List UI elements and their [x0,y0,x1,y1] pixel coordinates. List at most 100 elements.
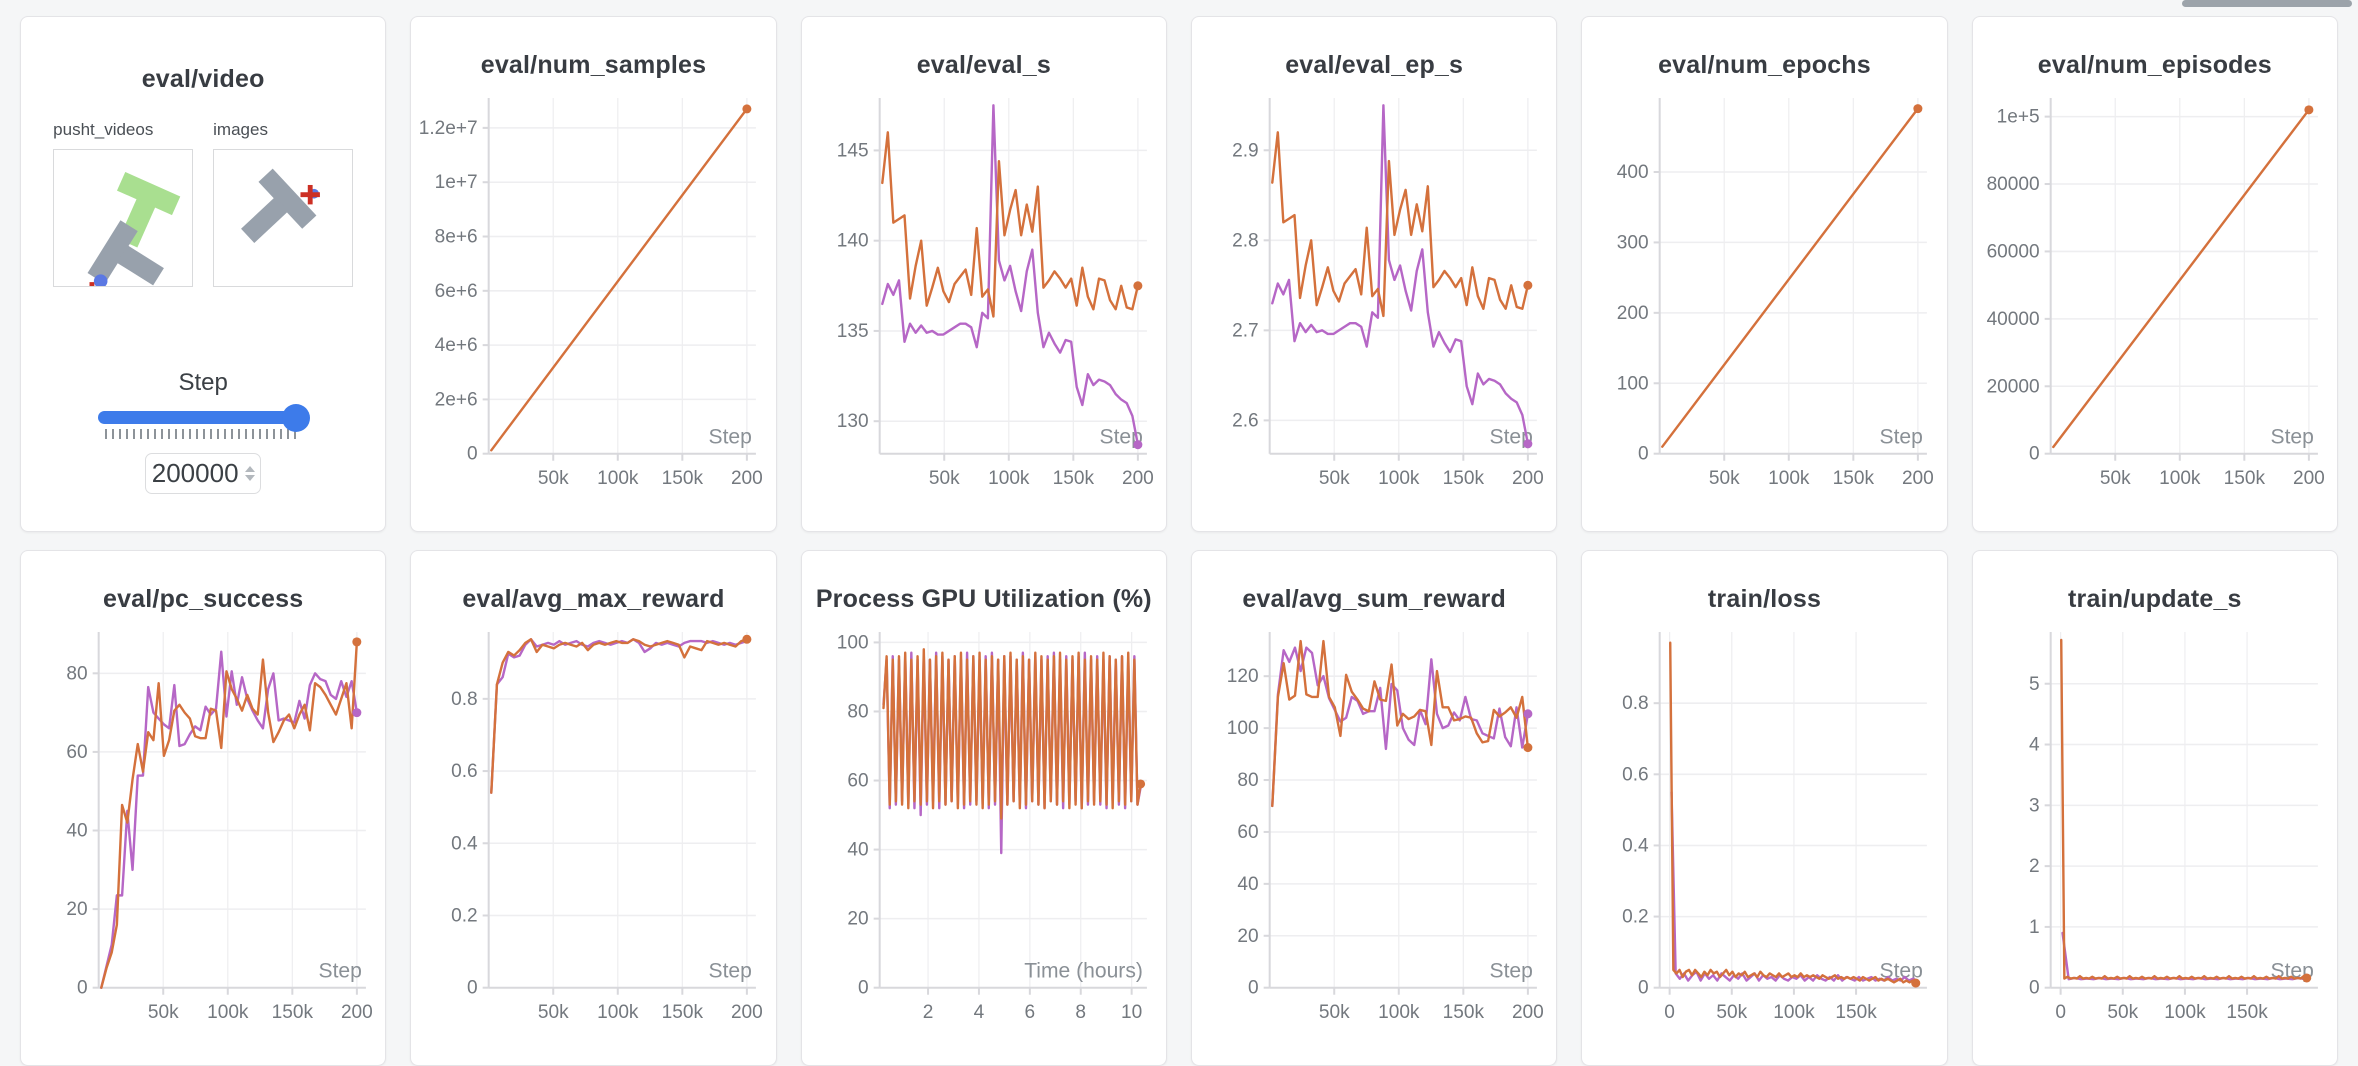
spinner-arrows-icon[interactable] [244,466,255,481]
svg-text:Step: Step [1880,960,1923,983]
svg-text:150k: 150k [1443,468,1485,489]
svg-text:80: 80 [1237,770,1258,791]
svg-text:2e+6: 2e+6 [435,389,478,410]
media-label: pusht_videos [53,120,154,139]
svg-text:200: 200 [731,468,763,489]
svg-text:Step: Step [319,960,362,983]
svg-text:50k: 50k [1717,1002,1748,1023]
svg-text:200: 200 [1122,468,1154,489]
svg-text:120: 120 [1227,666,1259,687]
panel-train-update-s: train/update_s 0 1 2 3 4 5 0 50k 100k 150k Step [1971,550,2338,1066]
svg-text:50k: 50k [538,468,569,489]
svg-text:60000: 60000 [1986,241,2039,262]
svg-text:20000: 20000 [1986,376,2039,397]
svg-text:0.8: 0.8 [1622,693,1649,714]
chart-title: train/update_s [2067,585,2242,613]
svg-text:400: 400 [1617,162,1649,183]
svg-text:40: 40 [66,821,87,842]
svg-text:50k: 50k [2107,1002,2138,1023]
chart-title: train/loss [1707,585,1822,613]
panel-eval-num-epochs: eval/num_epochs 0 100 200 300 400 50k 100k 150k… [1581,16,1948,532]
svg-text:Step: Step [1099,426,1142,449]
step-slider-handle[interactable] [282,403,311,432]
num-samples-chart[interactable]: 0 2e+6 4e+6 6e+6 8e+6 1e+7 1.2e+7 50k 100k 150k 20… [411,86,775,518]
svg-text:1e+5: 1e+5 [1996,107,2039,128]
svg-text:150k: 150k [662,1002,704,1023]
pusht-scene-image-2 [241,168,321,243]
svg-text:0.8: 0.8 [451,689,478,710]
step-slider-track[interactable] [98,403,311,432]
video-thumbnail-pusht[interactable] [53,149,194,287]
pc-success-chart[interactable]: 0 20 40 60 80 50k 100k 150k 200 Step [21,620,385,1052]
svg-text:1: 1 [2029,917,2040,938]
chart-title: eval/avg_max_reward [462,585,725,613]
svg-text:200: 200 [2293,468,2325,489]
svg-text:100k: 100k [988,468,1030,489]
svg-text:200: 200 [341,1002,373,1023]
svg-text:4: 4 [2029,735,2040,756]
step-slider-ticks [105,429,302,439]
svg-text:40: 40 [1237,874,1258,895]
svg-text:100: 100 [1617,373,1649,394]
svg-text:100: 100 [1227,718,1259,739]
svg-text:50k: 50k [1319,1002,1350,1023]
media-group-images: images [213,120,354,287]
num-epochs-chart[interactable]: 0 100 200 300 400 50k 100k 150k 200 Step [1582,86,1946,518]
horizontal-scrollbar[interactable] [2182,0,2352,7]
svg-text:200: 200 [1617,303,1649,324]
eval-s-chart[interactable]: 130 135 140 145 50k 100k 150k 200 Step [802,86,1166,518]
svg-text:Step: Step [1490,426,1533,449]
svg-text:Time (hours): Time (hours) [1024,960,1143,983]
eval-ep-s-chart[interactable]: 2.6 2.7 2.8 2.9 50k 100k 150k 200 Step [1192,86,1556,518]
svg-text:0: 0 [1248,978,1259,999]
svg-text:50k: 50k [538,1002,569,1023]
num-episodes-chart[interactable]: 0 20000 40000 60000 80000 1e+5 50k 100k 150k 200 S… [1973,86,2337,518]
svg-text:200: 200 [731,1002,763,1023]
svg-text:100k: 100k [597,1002,639,1023]
svg-text:1.2e+7: 1.2e+7 [419,118,478,139]
svg-text:Step: Step [1490,960,1533,983]
svg-text:4e+6: 4e+6 [435,335,478,356]
panel-train-loss: train/loss 0 0.2 0.4 0.6 0.8 0 50k 100k 150k Step [1581,550,1948,1066]
avg-max-reward-chart[interactable]: 0 0.2 0.4 0.6 0.8 50k 100k 150k 200 Step [411,620,775,1052]
svg-text:0: 0 [1665,1002,1676,1023]
chart-title: eval/eval_ep_s [1285,51,1464,79]
svg-text:0: 0 [1638,444,1649,465]
svg-text:3: 3 [2029,795,2040,816]
svg-text:150k: 150k [2223,468,2265,489]
goal-cross-icon [300,184,321,205]
step-slider[interactable] [98,403,311,439]
svg-text:0.2: 0.2 [451,906,478,927]
svg-text:100: 100 [836,632,868,653]
svg-text:80: 80 [66,663,87,684]
media-thumbnails: pusht_videos [21,120,385,287]
avg-sum-reward-chart[interactable]: 0 20 40 60 80 100 120 50k 100k 150k 200 Step [1192,620,1556,1052]
svg-text:10: 10 [1121,1002,1142,1023]
svg-text:6e+6: 6e+6 [435,281,478,302]
svg-text:5: 5 [2029,674,2040,695]
svg-text:300: 300 [1617,232,1649,253]
chart-title: Process GPU Utilization (%) [815,585,1152,613]
svg-text:2: 2 [2029,856,2040,877]
chart-title: eval/num_epochs [1658,51,1871,79]
gpu-utilization-chart[interactable]: 0 20 40 60 80 100 2 4 6 8 10 Time (hours) [802,620,1166,1052]
svg-text:20: 20 [847,909,868,930]
svg-text:80: 80 [847,701,868,722]
svg-text:60: 60 [847,771,868,792]
video-thumbnail-images[interactable] [213,149,354,287]
step-input-value[interactable]: 200000 [151,458,239,488]
panel-eval-num-episodes: eval/num_episodes 0 20000 40000 60000 80000 1… [1971,16,2338,532]
step-input[interactable]: 200000 [145,453,262,494]
svg-text:2.9: 2.9 [1232,140,1259,161]
svg-text:4: 4 [973,1002,984,1023]
media-label: images [213,120,268,139]
svg-text:150k: 150k [272,1002,314,1023]
svg-text:8: 8 [1075,1002,1086,1023]
svg-text:0: 0 [2029,978,2040,999]
svg-text:100k: 100k [1768,468,1810,489]
svg-text:130: 130 [836,411,868,432]
svg-text:2: 2 [922,1002,933,1023]
